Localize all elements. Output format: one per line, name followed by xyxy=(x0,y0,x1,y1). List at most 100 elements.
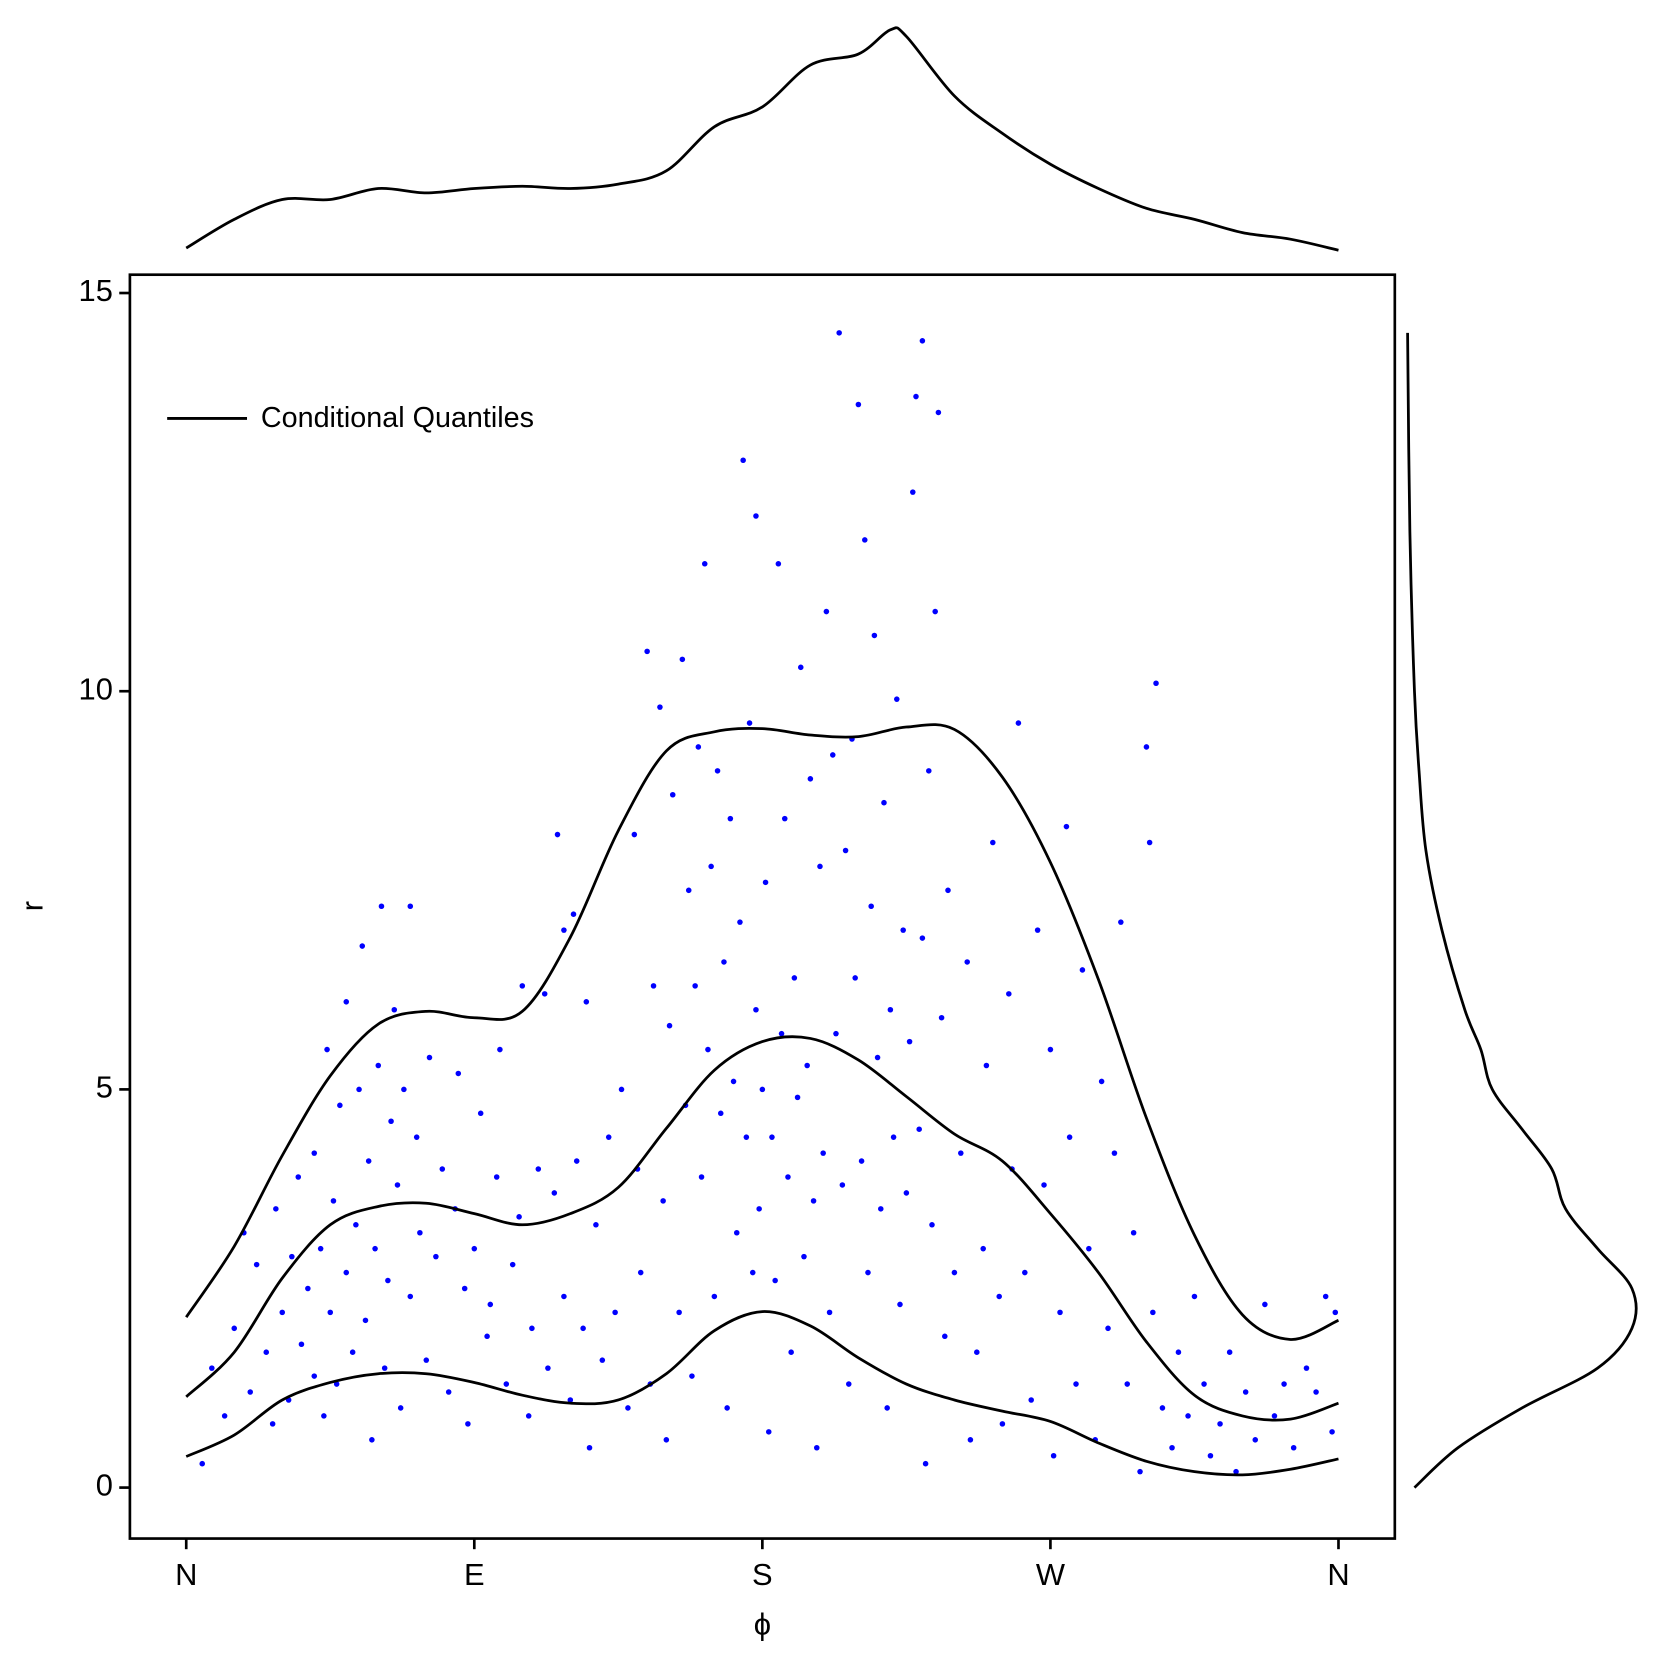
x-tick-label: S xyxy=(752,1557,773,1592)
scatter-point xyxy=(1124,1381,1131,1387)
scatter-point xyxy=(1169,1444,1175,1451)
scatter-point xyxy=(708,863,714,870)
scatter-point xyxy=(871,632,878,639)
scatter-point xyxy=(660,1198,666,1204)
scatter-point xyxy=(778,1030,785,1037)
scatter-point xyxy=(1130,1229,1137,1236)
scatter-point xyxy=(612,1309,618,1316)
scatter-point xyxy=(842,847,849,854)
scatter-point xyxy=(1063,823,1070,830)
scatter-point xyxy=(1050,1452,1057,1459)
scatter-point xyxy=(890,1134,897,1140)
scatter-point xyxy=(1079,967,1086,973)
scatter-point xyxy=(692,983,698,989)
scatter-point xyxy=(874,1054,881,1061)
scatter-point xyxy=(509,1261,516,1268)
scatter-point xyxy=(676,1309,682,1316)
scatter-point xyxy=(781,815,788,822)
scatter-point xyxy=(1086,1245,1092,1252)
scatter-point xyxy=(813,1444,820,1451)
scatter-point xyxy=(775,561,782,567)
scatter-point xyxy=(1098,1078,1105,1085)
scatter-point xyxy=(561,927,567,933)
scatter-point xyxy=(391,1006,398,1013)
scatter-point xyxy=(503,1381,510,1387)
scatter-point xyxy=(439,1166,446,1172)
scatter-point xyxy=(269,1421,276,1427)
scatter-point xyxy=(919,338,926,344)
scatter-point xyxy=(317,1245,324,1252)
scatter-point xyxy=(593,1222,599,1228)
scatter-point xyxy=(926,768,932,774)
scatter-point xyxy=(897,1301,903,1308)
x-tick-label: N xyxy=(1327,1557,1349,1592)
scatter-point xyxy=(471,1245,478,1252)
scatter-point xyxy=(797,664,804,671)
scatter-point xyxy=(1111,1150,1118,1156)
scatter-point xyxy=(794,1094,801,1101)
scatter-point xyxy=(1006,991,1012,997)
scatter-point xyxy=(433,1253,439,1260)
scatter-point xyxy=(1146,839,1153,846)
scatter-point xyxy=(910,489,916,495)
scatter-point xyxy=(1329,1429,1335,1435)
x-tick-label: N xyxy=(175,1557,197,1592)
scatter-point xyxy=(878,1206,884,1212)
scatter-point xyxy=(932,608,938,615)
scatter-point xyxy=(922,1460,929,1467)
scatter-point xyxy=(865,1269,871,1276)
x-tick-label: W xyxy=(1036,1557,1066,1592)
scatter-point xyxy=(365,1158,372,1164)
scatter-point xyxy=(394,1182,401,1188)
scatter-point xyxy=(333,1381,340,1387)
scatter-point xyxy=(605,1134,612,1140)
scatter-point xyxy=(247,1389,254,1395)
scatter-point xyxy=(945,887,951,894)
scatter-point xyxy=(1015,720,1022,726)
scatter-point xyxy=(407,1293,414,1300)
scatter-point xyxy=(689,1373,695,1379)
scatter-point xyxy=(1226,1349,1233,1355)
scatter-point xyxy=(330,1198,337,1204)
scatter-point xyxy=(958,1150,964,1156)
scatter-point xyxy=(1191,1293,1198,1300)
scatter-point xyxy=(359,943,366,949)
scatter-point xyxy=(221,1413,228,1419)
scatter-point xyxy=(637,1269,644,1276)
scatter-point xyxy=(807,776,814,782)
scatter-point xyxy=(906,1038,913,1045)
scatter-point xyxy=(967,1437,974,1443)
scatter-point xyxy=(737,919,743,925)
scatter-point xyxy=(1175,1349,1182,1355)
scatter-point xyxy=(900,927,906,933)
scatter-point xyxy=(231,1325,238,1332)
scatter-point xyxy=(401,1086,407,1093)
scatter-point xyxy=(685,887,692,894)
scatter-point xyxy=(862,537,868,543)
scatter-point xyxy=(349,1349,356,1355)
scatter-point xyxy=(826,1309,833,1316)
scatter-point xyxy=(1313,1389,1319,1395)
scatter-point xyxy=(733,1229,740,1236)
plot-frame xyxy=(128,273,1397,1540)
scatter-point xyxy=(327,1309,334,1316)
scatter-point xyxy=(455,1070,462,1077)
scatter-point xyxy=(983,1062,990,1069)
scatter-point xyxy=(529,1325,535,1332)
scatter-point xyxy=(209,1365,215,1371)
scatter-point xyxy=(823,608,830,615)
scatter-point xyxy=(497,1046,503,1053)
scatter-point xyxy=(679,656,686,663)
scatter-point xyxy=(580,1325,586,1332)
scatter-point xyxy=(388,1118,394,1125)
scatter-point xyxy=(730,1078,737,1085)
scatter-point xyxy=(1281,1381,1287,1387)
marginal-density-y xyxy=(1406,332,1638,1489)
scatter-point xyxy=(868,903,874,909)
scatter-point xyxy=(836,330,842,336)
y-tick-label: 0 xyxy=(96,1468,113,1503)
scatter-point xyxy=(964,959,970,965)
scatter-point xyxy=(791,975,798,981)
scatter-point xyxy=(487,1301,494,1308)
